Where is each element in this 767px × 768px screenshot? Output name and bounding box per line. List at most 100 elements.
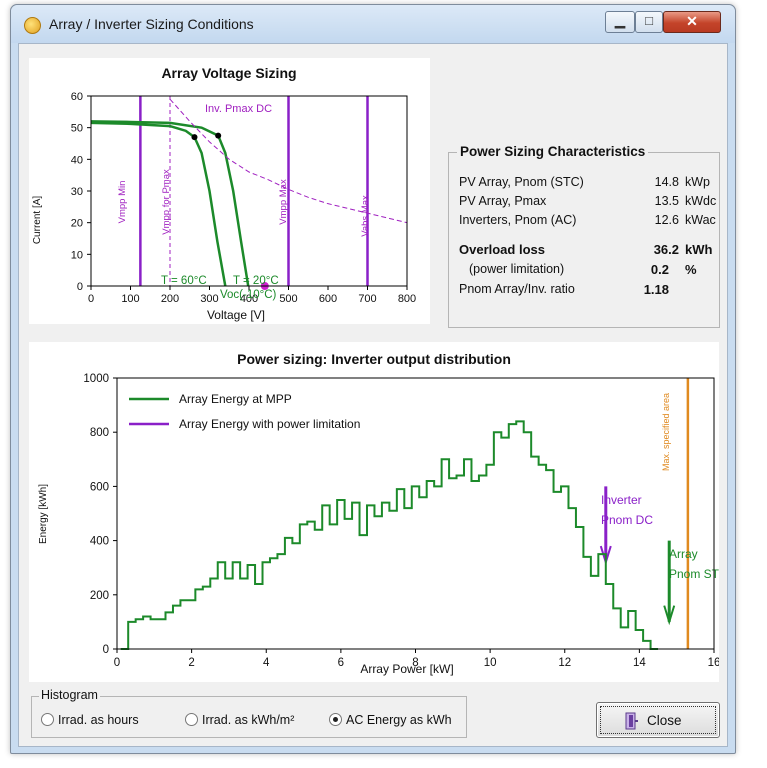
histogram-plot-frame [116, 377, 715, 650]
ps-unit-inverter-pnom: kWac [685, 213, 716, 227]
voltage-chart-xlabel: Voltage [V] [207, 308, 265, 322]
voltage-chart-title: Array Voltage Sizing [161, 65, 296, 81]
ps-label-inverter-pnom: Inverters, Pnom (AC) [459, 213, 577, 227]
histogram-chart: Power sizing: Inverter output distributi… [38, 351, 728, 676]
minimize-button[interactable]: ▁ [605, 11, 635, 33]
y-tick-label: 10 [71, 249, 83, 261]
y-tick-label: 0 [77, 281, 83, 293]
y-tick-label: 800 [90, 427, 109, 439]
legend-mpp-label: Array Energy at MPP [179, 392, 292, 406]
x-tick-label: 12 [558, 657, 571, 669]
dialog-window: Array / Inverter Sizing Conditions ▁ □ ✕… [10, 4, 736, 754]
x-tick-label: 10 [484, 657, 497, 669]
vmpp-for-pmax-label: Vmpp for Pmax [161, 169, 172, 235]
ps-value-pmax: 13.5 [654, 194, 679, 208]
radio-irrad-hours[interactable]: Irrad. as hours [41, 713, 139, 727]
y-tick-label: 1000 [83, 373, 109, 385]
ps-unit-power-limitation: % [685, 262, 697, 277]
ps-value-power-limitation: 0.2 [650, 262, 669, 277]
x-tick-label: 2 [188, 657, 194, 669]
y-tick-label: 0 [103, 644, 109, 656]
y-tick-label: 20 [71, 218, 83, 230]
histogram-options-legend: Histogram [39, 688, 100, 702]
ps-label-pnom-ratio: Pnom Array/Inv. ratio [459, 282, 575, 296]
voltage-markers [139, 96, 369, 286]
radio-button-selected-icon[interactable] [329, 713, 342, 726]
ps-unit-pnom-stc: kWp [685, 175, 710, 189]
pnom-stc-label: Pnom STC [669, 567, 719, 581]
histogram-chart-xlabel: Array Power [kW] [360, 662, 453, 676]
y-tick-label: 50 [71, 123, 83, 135]
power-sizing-title: Power Sizing Characteristics [457, 144, 649, 159]
close-button[interactable]: Close [596, 702, 720, 738]
x-tick-label: 4 [263, 657, 270, 669]
x-tick-label: 16 [708, 657, 719, 669]
radio-irrad-kwh-label: Irrad. as kWh/m² [202, 713, 295, 727]
voltage-chart: Array Voltage Sizing Current [A] Voltage… [32, 65, 416, 322]
inv-pmax-dc-curve [169, 98, 408, 224]
ps-label-overload-loss: Overload loss [459, 242, 545, 257]
dialog-client-area: Array Voltage Sizing Current [A] Voltage… [18, 43, 728, 747]
array-label: Array [669, 547, 698, 561]
mpp-point [191, 134, 198, 141]
voc-label: Voc(-10°C) [220, 289, 277, 301]
ps-label-pmax: PV Array, Pmax [459, 194, 547, 208]
x-tick-label: 100 [121, 293, 139, 305]
x-tick-label: 0 [114, 657, 120, 669]
x-tick-label: 500 [279, 293, 297, 305]
radio-irrad-hours-label: Irrad. as hours [58, 713, 139, 727]
histogram-y-ticks: 0 200 400 600 800 1000 [83, 373, 117, 656]
y-tick-label: 60 [71, 91, 83, 103]
radio-button-icon[interactable] [185, 713, 198, 726]
door-exit-icon [625, 712, 638, 730]
title-bar[interactable]: Array / Inverter Sizing Conditions ▁ □ ✕ [11, 5, 735, 43]
x-tick-label: 600 [319, 293, 337, 305]
x-tick-label: 400 [240, 293, 258, 305]
maximize-icon: □ [645, 13, 653, 28]
vmpp-min-label: Vmpp Min [117, 181, 128, 224]
radio-irrad-kwh[interactable]: Irrad. as kWh/m² [185, 713, 294, 727]
y-tick-label: 600 [90, 481, 109, 493]
histogram-markers [599, 378, 690, 649]
ps-unit-overload-loss: kWh [685, 242, 713, 257]
vmpp-max-label: Vmpp Max [278, 179, 289, 225]
x-tick-label: 14 [633, 657, 646, 669]
ps-value-overload-loss: 36.2 [653, 242, 679, 257]
ps-label-pnom-stc: PV Array, Pnom (STC) [459, 175, 584, 189]
x-tick-label: 800 [398, 293, 416, 305]
histogram-chart-ylabel: Energy [kWh] [38, 484, 49, 544]
x-tick-label: 6 [338, 657, 344, 669]
x-tick-label: 0 [88, 293, 94, 305]
voltage-chart-ylabel: Current [A] [32, 196, 43, 245]
close-button-label: Close [647, 713, 682, 728]
voltage-series [90, 98, 408, 290]
radio-ac-energy[interactable]: AC Energy as kWh [329, 713, 452, 727]
inverter-label: Inverter [601, 493, 642, 507]
minimize-icon: ▁ [615, 13, 625, 28]
close-window-button[interactable]: ✕ [663, 11, 721, 33]
max-area-label: Max. specified area [661, 393, 671, 471]
inv-pmax-dc-label: Inv. Pmax DC [205, 103, 272, 115]
y-tick-label: 40 [71, 154, 83, 166]
histogram-x-ticks: 0 2 4 6 8 10 12 14 16 [114, 649, 720, 669]
ps-unit-pmax: kWdc [685, 194, 717, 208]
array-pnom-arrow-icon [663, 605, 676, 626]
energy-mpp-step-line [120, 420, 659, 650]
y-tick-label: 200 [90, 590, 109, 602]
x-tick-label: 200 [161, 293, 179, 305]
close-button-focus [600, 706, 716, 734]
app-icon [24, 17, 41, 34]
maximize-button[interactable]: □ [635, 11, 663, 33]
x-tick-label: 700 [358, 293, 376, 305]
radio-button-icon[interactable] [41, 713, 54, 726]
x-tick-label: 300 [200, 293, 218, 305]
y-tick-label: 400 [90, 536, 109, 548]
t60-label: T = 60°C [161, 275, 207, 287]
window-title: Array / Inverter Sizing Conditions [49, 16, 254, 32]
histogram-options-group [31, 696, 467, 738]
close-icon: ✕ [686, 13, 698, 29]
legend-limitation-label: Array Energy with power limitation [179, 417, 360, 431]
voltage-chart-panel: Array Voltage Sizing Current [A] Voltage… [29, 58, 430, 324]
histogram-chart-panel: Power sizing: Inverter output distributi… [29, 342, 728, 682]
radio-ac-energy-label: AC Energy as kWh [346, 713, 452, 727]
